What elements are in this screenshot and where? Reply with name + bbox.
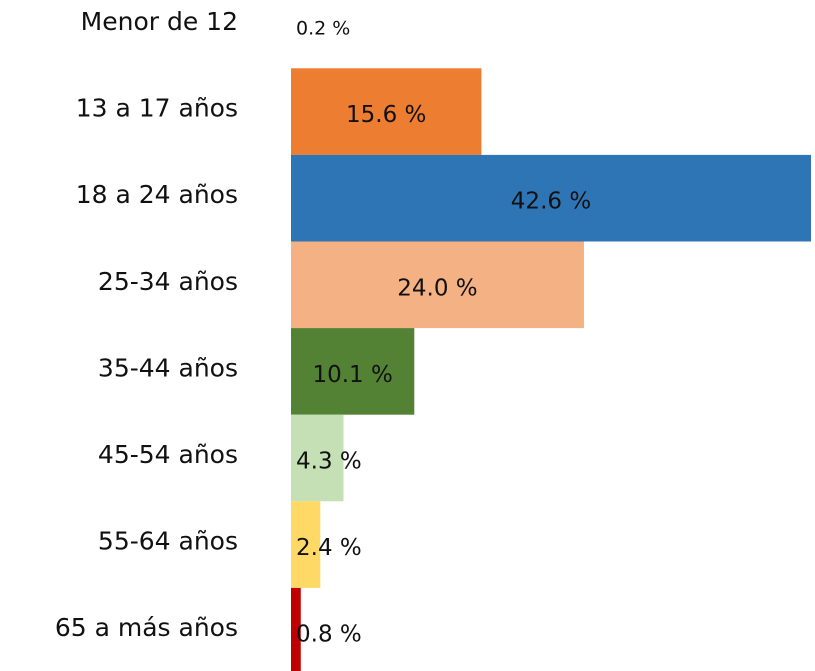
data-label: 2.4 % (296, 535, 362, 561)
data-label: 0.2 % (296, 18, 350, 40)
bar (291, 241, 584, 329)
category-label: 45-54 años (98, 440, 238, 469)
data-label: 15.6 % (346, 102, 426, 128)
bar (291, 68, 482, 155)
category-label: 65 a más años (55, 613, 238, 642)
category-label: 18 a 24 años (76, 180, 238, 209)
bar (291, 587, 301, 671)
category-label: Menor de 12 (81, 7, 238, 36)
bar (291, 154, 811, 242)
bar (291, 414, 344, 502)
data-label: 24.0 % (397, 275, 477, 301)
category-label: 25-34 años (98, 267, 238, 296)
data-label: 0.8 % (296, 622, 362, 648)
category-label: 55-64 años (98, 527, 238, 556)
bar (291, 328, 415, 415)
bar (291, 501, 321, 588)
data-label: 42.6 % (511, 189, 591, 215)
data-label: 4.3 % (296, 449, 362, 475)
category-label: 13 a 17 años (76, 94, 238, 123)
bar (291, 0, 294, 69)
data-label: 10.1 % (312, 362, 392, 388)
category-label: 35-44 años (98, 353, 238, 382)
